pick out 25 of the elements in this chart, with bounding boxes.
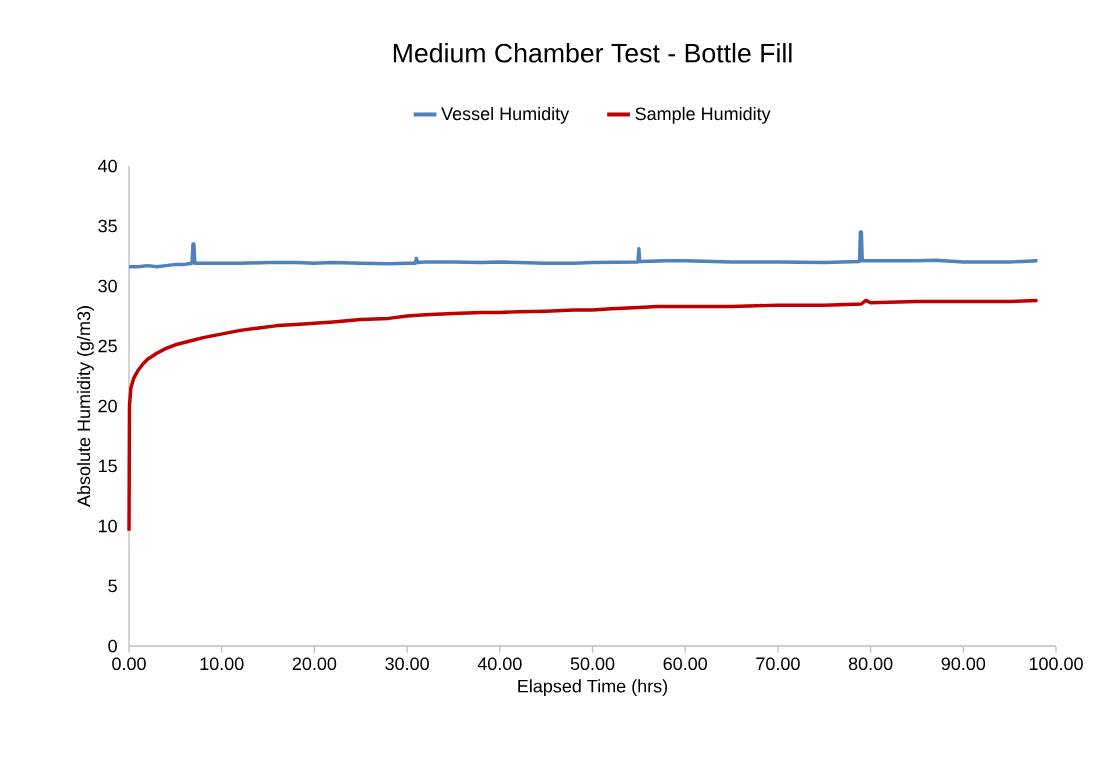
legend-label: Sample Humidity xyxy=(635,106,771,124)
chart-title: Medium Chamber Test - Bottle Fill xyxy=(393,43,792,63)
x-tick-label: 10.00 xyxy=(200,657,244,671)
y-tick-label: 10 xyxy=(98,519,117,533)
x-tick-label: 50.00 xyxy=(570,657,615,671)
x-tick-label: 40.00 xyxy=(477,657,522,671)
y-tick-label: 0 xyxy=(108,639,117,653)
x-tick-label: 70.00 xyxy=(756,657,800,671)
x-tick-label: 20.00 xyxy=(292,657,337,671)
y-tick-label: 25 xyxy=(98,339,117,353)
x-tick-label: 100.00 xyxy=(1029,657,1083,671)
y-tick-label: 15 xyxy=(98,459,117,473)
y-tick-label: 5 xyxy=(108,579,117,593)
x-tick-label: 80.00 xyxy=(848,657,893,671)
legend-label: Vessel Humidity xyxy=(441,106,570,124)
x-tick-label: 90.00 xyxy=(941,657,986,671)
y-tick-label: 20 xyxy=(98,399,117,413)
x-tick-label: 0.00 xyxy=(112,657,146,671)
y-tick-label: 35 xyxy=(98,219,117,233)
y-tick-label: 40 xyxy=(98,159,117,173)
x-tick-label: 60.00 xyxy=(663,657,708,671)
x-tick-label: 30.00 xyxy=(385,657,429,671)
x-axis-title: Elapsed Time (hrs) xyxy=(518,679,668,697)
y-tick-label: 30 xyxy=(98,279,117,293)
y-axis-title: Absolute Humidity (g/m3) xyxy=(77,306,94,507)
